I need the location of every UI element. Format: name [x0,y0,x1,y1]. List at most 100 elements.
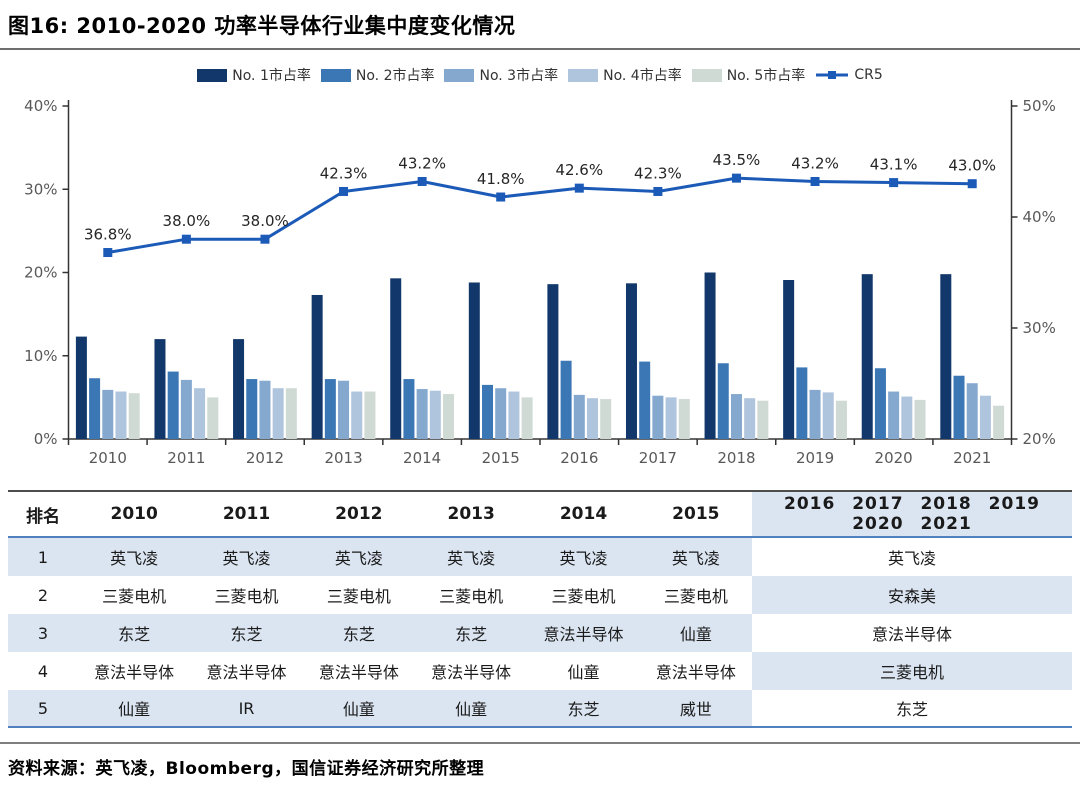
company-cell: 英飞凌 [190,538,303,576]
x-tick-label: 2021 [953,449,991,467]
bar-no3 [809,389,821,439]
source-divider [0,742,1080,744]
bar-no3 [652,395,664,439]
bar-no5 [128,393,140,439]
cr5-point-label: 43.1% [870,156,918,174]
bar-no3 [888,391,900,439]
rank-column-header: 排名 [26,506,60,527]
legend-swatch-icon [691,68,722,82]
chart-area: No. 1市占率 No. 2市占率 No. 3市占率 No. 4市占率 No. 5市占率… [0,62,1080,480]
right-axis-label: 40% [1023,208,1056,226]
table-row-rank-2: 2 三菱电机 三菱电机 三菱电机 三菱电机 三菱电机 三菱电机 安森美 [8,576,1072,614]
company-cell: 英飞凌 [415,538,528,576]
cr5-marker [417,176,427,186]
company-cell: 英飞凌 [302,538,415,576]
bar-no5 [600,399,612,439]
merged-year-header: 2016 2017 2018 2019 2020 2021 [752,492,1072,536]
bar-no1 [704,272,716,439]
bar-no3 [966,383,978,439]
bar-line-chart: 0% 10% 20% 30% 40% 20% 30% 40% 50% 2010 2011 2012 20… [24,97,1056,467]
rank-cell: 2 [37,585,49,605]
bar-no1 [625,283,637,439]
bar-no2 [324,379,336,439]
cr5-point-label: 36.8% [84,226,132,244]
year-column-header: 2014 [559,504,608,524]
company-cell: 东芝 [190,614,303,652]
company-cell: 东芝 [78,614,191,652]
cr5-point-label: 42.3% [634,164,682,182]
left-axis-label: 0% [34,430,58,448]
bar-no5 [914,399,926,439]
cr5-point-label: 42.6% [555,161,603,179]
cr5-point-label: 38.0% [241,212,289,230]
table-header-row: 排名 2010 2011 2012 2013 2014 2015 2016 2017 2018… [8,492,1072,538]
bar-no5 [443,394,455,439]
bar-no4 [429,390,441,439]
company-cell: 意法半导体 [94,663,175,682]
bar-no1 [861,274,873,439]
cr5-point-label: 43.5% [713,151,761,169]
left-axis-label: 40% [24,97,57,115]
ranking-table: 排名 2010 2011 2012 2013 2014 2015 2016 2017 2018… [8,490,1072,728]
merged-company-cell: 三菱电机 [752,652,1072,690]
x-tick-label: 2020 [875,449,913,467]
bar-no5 [757,400,769,439]
legend-label: No. 5市占率 [726,68,806,84]
cr5-point-label: 38.0% [163,212,211,230]
company-cell: 意法半导体 [655,663,736,682]
bar-no5 [285,388,297,439]
legend-label: No. 2市占率 [355,68,435,84]
bar-no3 [573,394,585,439]
cr5-marker [496,192,506,202]
bar-no1 [154,339,166,439]
bar-no4 [351,391,363,439]
legend-swatch-icon [320,68,351,82]
company-cell: 三菱电机 [326,587,391,606]
legend-item-no5: No. 5市占率 [691,65,806,85]
company-cell: 意法半导体 [527,614,640,652]
bar-no4 [901,396,913,439]
company-cell: 三菱电机 [663,587,728,606]
left-axis-label: 10% [24,347,57,365]
bar-no4 [822,392,834,439]
year-column-header: 2012 [335,504,383,524]
company-cell: 英飞凌 [78,538,191,576]
company-cell: 英飞凌 [527,538,640,576]
cr5-point-label: 43.2% [398,154,446,172]
table-row-rank-5: 5 仙童 IR 仙童 仙童 东芝 威世 东芝 [8,690,1072,728]
company-cell: 仙童 [415,690,528,726]
bar-no1 [75,336,87,439]
bar-no4 [272,388,284,439]
bar-no2 [953,375,965,439]
right-axis-label: 20% [1023,430,1056,448]
source-text: 资料来源：英飞凌，Bloomberg，国信证券经济研究所整理 [8,759,485,779]
year-column-header: 2010 [110,504,158,524]
x-tick-label: 2013 [324,449,362,467]
bar-no4 [508,391,520,439]
cr5-marker [181,234,191,244]
year-column-header: 2015 [672,504,720,524]
bar-no2 [639,361,651,439]
company-cell: 仙童 [78,690,191,726]
legend-swatch-icon [197,68,228,82]
company-cell: IR [190,690,303,726]
right-axis-label: 30% [1023,319,1056,337]
x-tick-label: 2012 [246,449,284,467]
cr5-point-label: 41.8% [477,170,525,188]
company-cell: 东芝 [527,690,640,726]
x-tick-label: 2014 [403,449,441,467]
rank-cell: 1 [8,538,78,576]
bar-no3 [495,388,507,439]
legend-item-no3: No. 3市占率 [444,65,558,85]
bar-no4 [586,398,598,439]
legend-item-cr5: CR5 [815,67,883,83]
bar-no1 [233,339,245,439]
company-cell: 仙童 [302,690,415,726]
table-row-rank-3: 3 东芝 东芝 东芝 东芝 意法半导体 仙童 意法半导体 [8,614,1072,652]
cr5-point-label: 43.2% [791,154,839,172]
company-cell: 意法半导体 [206,663,287,682]
cr5-marker [339,186,349,196]
title-divider [0,48,1080,50]
bar-no2 [796,367,808,439]
